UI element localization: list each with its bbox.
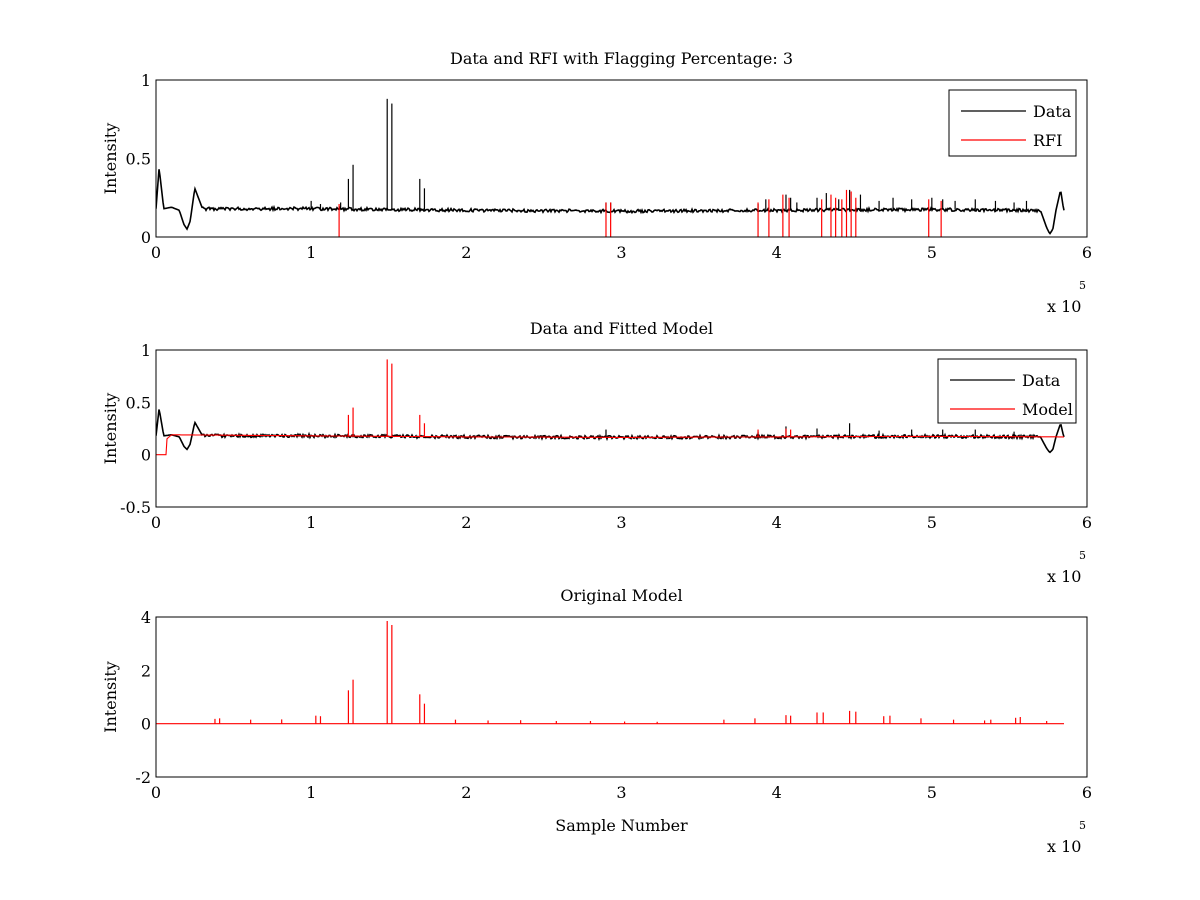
y-tick-label: 0 bbox=[141, 446, 151, 465]
legend-label-data: Data bbox=[1033, 102, 1072, 121]
x-tick-label: 0 bbox=[151, 783, 161, 802]
x-tick-label: 5 bbox=[927, 513, 937, 532]
x-tick-label: 4 bbox=[772, 783, 782, 802]
subplot-title: Original Model bbox=[560, 586, 682, 605]
x-tick-label: 0 bbox=[151, 243, 161, 262]
x-tick-label: 5 bbox=[927, 243, 937, 262]
x-exponent-base: x 10 bbox=[1047, 297, 1081, 316]
x-axis-label: Sample Number bbox=[555, 816, 688, 835]
x-exponent-base: x 10 bbox=[1047, 567, 1081, 586]
axes-frame bbox=[155, 79, 1088, 238]
series-model-line bbox=[156, 434, 1064, 456]
x-exponent-power: 5 bbox=[1079, 279, 1086, 292]
y-axis-label: Intensity bbox=[101, 661, 120, 733]
y-axis-label: Intensity bbox=[101, 393, 120, 465]
series-group bbox=[156, 621, 1064, 725]
x-tick-label: 1 bbox=[306, 243, 316, 262]
x-tick-label: 5 bbox=[927, 783, 937, 802]
y-tick-label: 4 bbox=[141, 608, 151, 627]
x-tick-label: 0 bbox=[151, 513, 161, 532]
x-tick-label: 6 bbox=[1082, 783, 1092, 802]
series-group bbox=[156, 98, 1065, 237]
legend: Data Model bbox=[937, 358, 1077, 424]
axes-background bbox=[156, 617, 1087, 777]
x-tick-label: 1 bbox=[306, 513, 316, 532]
legend: Data RFI bbox=[948, 89, 1077, 157]
x-exponent-base: x 10 bbox=[1047, 837, 1081, 856]
x-tick-label: 4 bbox=[772, 513, 782, 532]
axes-background bbox=[156, 350, 1087, 507]
series-data-line bbox=[156, 169, 1065, 235]
subplot-title: Data and RFI with Flagging Percentage: 3 bbox=[450, 49, 793, 68]
x-exponent-power: 5 bbox=[1079, 549, 1086, 562]
axes-frame bbox=[155, 349, 1088, 508]
subplot-data-and-model: Data and Fitted Model Intensity x 10 5 0… bbox=[101, 319, 1092, 586]
y-tick-label: 0.5 bbox=[126, 393, 151, 412]
x-tick-label: 1 bbox=[306, 783, 316, 802]
legend-label-rfi: RFI bbox=[1033, 131, 1062, 150]
x-exponent-power: 5 bbox=[1079, 819, 1086, 832]
plot-area bbox=[155, 616, 1088, 778]
legend-box bbox=[948, 89, 1077, 157]
y-tick-label: 1 bbox=[141, 341, 151, 360]
subplot-title: Data and Fitted Model bbox=[530, 319, 713, 338]
y-tick-label: -2 bbox=[135, 768, 151, 787]
legend-label-model: Model bbox=[1022, 400, 1073, 419]
axes-frame bbox=[155, 616, 1088, 778]
x-tick-label: 2 bbox=[461, 243, 471, 262]
x-tick-label: 4 bbox=[772, 243, 782, 262]
axes-background bbox=[156, 80, 1087, 237]
x-tick-label: 2 bbox=[461, 783, 471, 802]
legend-label-data: Data bbox=[1022, 371, 1061, 390]
y-tick-label: 0 bbox=[141, 228, 151, 247]
plot-area bbox=[155, 79, 1088, 238]
x-tick-label: 6 bbox=[1082, 513, 1092, 532]
series-group bbox=[156, 359, 1065, 456]
y-tick-label: -0.5 bbox=[120, 498, 151, 517]
subplot-data-and-rfi: Data and RFI with Flagging Percentage: 3… bbox=[101, 49, 1092, 316]
x-tick-label: 6 bbox=[1082, 243, 1092, 262]
y-tick-label: 0.5 bbox=[126, 150, 151, 169]
x-tick-label: 2 bbox=[461, 513, 471, 532]
x-tick-label: 3 bbox=[616, 783, 626, 802]
x-tick-label: 3 bbox=[616, 513, 626, 532]
y-tick-label: 1 bbox=[141, 71, 151, 90]
y-axis-label: Intensity bbox=[101, 123, 120, 195]
plot-area bbox=[155, 349, 1088, 508]
x-tick-label: 3 bbox=[616, 243, 626, 262]
legend-box bbox=[937, 358, 1077, 424]
subplot-original-model: Original Model Intensity Sample Number x… bbox=[101, 586, 1092, 856]
y-tick-label: 2 bbox=[141, 661, 151, 680]
y-tick-label: 0 bbox=[141, 715, 151, 734]
